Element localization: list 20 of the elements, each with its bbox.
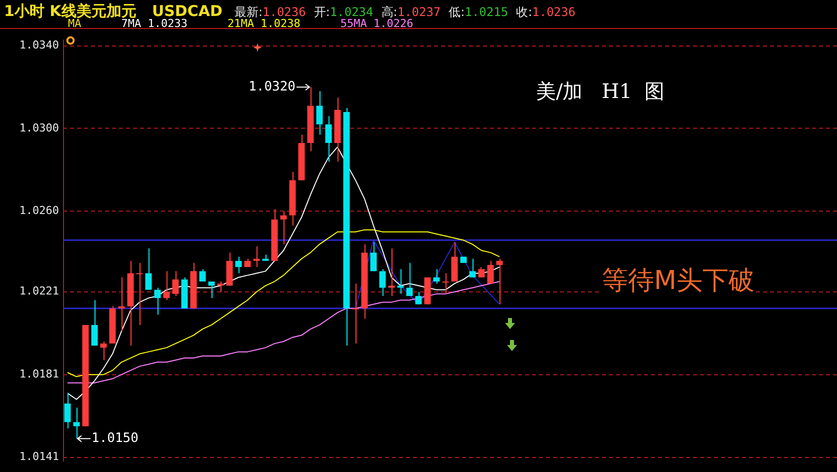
legend-title: MA [68,17,82,30]
candlestick [442,273,449,294]
y-tick-label: 1.0340 [19,38,59,52]
annotation: 1.0150 [92,431,138,446]
y-tick-label: 1.0141 [19,450,59,464]
chart-title: 1小时 K线美元加元 USDCAD [4,2,222,20]
y-tick-label: 1.0260 [19,204,59,218]
text: 最新:1.0236 开:1.0234 高:1.0237 低:1.0215 收:1.0236 [234,5,576,19]
text: 7MA 1.0233 [121,17,188,30]
text: 21MA 1.0238 [227,17,300,30]
candlestick [496,258,503,304]
text: 等待M头下破 [602,266,754,296]
y-tick-label: 1.0300 [19,121,59,134]
text: 美/加 H1 图 [536,78,665,105]
candlestick [136,262,143,325]
y-tick-label: 1.0221 [19,284,59,298]
candlestick [352,284,359,344]
y-tick-label: 1.0181 [19,367,59,380]
annotation: 1.0320 [248,80,296,94]
text: 55MA 1.0226 [340,17,414,30]
